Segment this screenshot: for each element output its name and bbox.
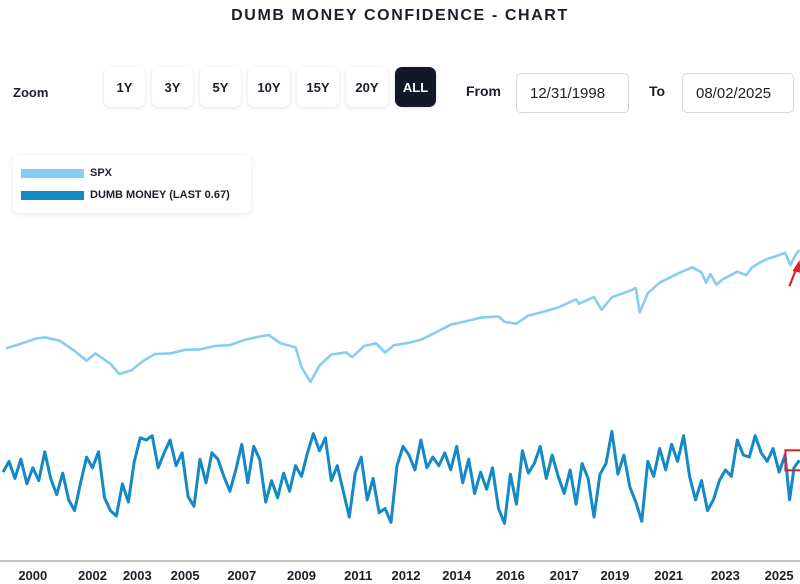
zoom-1y-button[interactable]: 1Y [104, 67, 145, 107]
highlight-box [784, 449, 800, 472]
from-label: From [466, 83, 501, 99]
legend-swatch-spx [21, 169, 84, 178]
to-label: To [649, 83, 666, 99]
chart-title: DUMB MONEY CONFIDENCE - CHART [231, 7, 569, 24]
x-axis-ticks: 2000 2002 2003 2005 2007 2009 2011 2012 2014 2016… [18, 568, 793, 583]
legend-label-spx: SPX [90, 167, 113, 179]
x-tick-label: 2019 [600, 568, 629, 583]
from-date-input[interactable] [516, 73, 629, 113]
x-tick-label: 2016 [496, 568, 525, 583]
x-tick-label: 2023 [711, 568, 740, 583]
x-tick-label: 2005 [171, 568, 200, 583]
dumb-money-series-line [1, 429, 800, 525]
x-tick-label: 2009 [287, 568, 316, 583]
zoom-20y-button[interactable]: 20Y [346, 67, 388, 107]
x-tick-label: 2012 [392, 568, 421, 583]
x-tick-label: 2003 [123, 568, 152, 583]
zoom-15y-button[interactable]: 15Y [297, 67, 339, 107]
x-tick-label: 2025 [765, 568, 794, 583]
chart-annotations [784, 260, 800, 472]
zoom-5y-button[interactable]: 5Y [200, 67, 241, 107]
x-tick-label: 2017 [550, 568, 579, 583]
zoom-label: Zoom [13, 85, 49, 100]
x-tick-label: 2000 [18, 568, 47, 583]
legend-label-dumb-money: DUMB MONEY (LAST 0.67) [90, 189, 230, 201]
spx-series-line [5, 249, 800, 384]
x-tick-label: 2002 [78, 568, 107, 583]
x-tick-label: 2007 [227, 568, 256, 583]
x-tick-label: 2014 [442, 568, 472, 583]
chart-legend: SPX DUMB MONEY (LAST 0.67) [13, 155, 251, 213]
x-tick-label: 2011 [344, 568, 372, 583]
zoom-3y-button[interactable]: 3Y [152, 67, 193, 107]
zoom-all-button[interactable]: ALL [395, 67, 436, 107]
zoom-10y-button[interactable]: 10Y [248, 67, 290, 107]
x-tick-label: 2021 [654, 568, 683, 583]
highlight-arrow-head [792, 260, 800, 273]
legend-swatch-dumb-money [21, 191, 84, 200]
to-date-input[interactable] [682, 73, 794, 113]
